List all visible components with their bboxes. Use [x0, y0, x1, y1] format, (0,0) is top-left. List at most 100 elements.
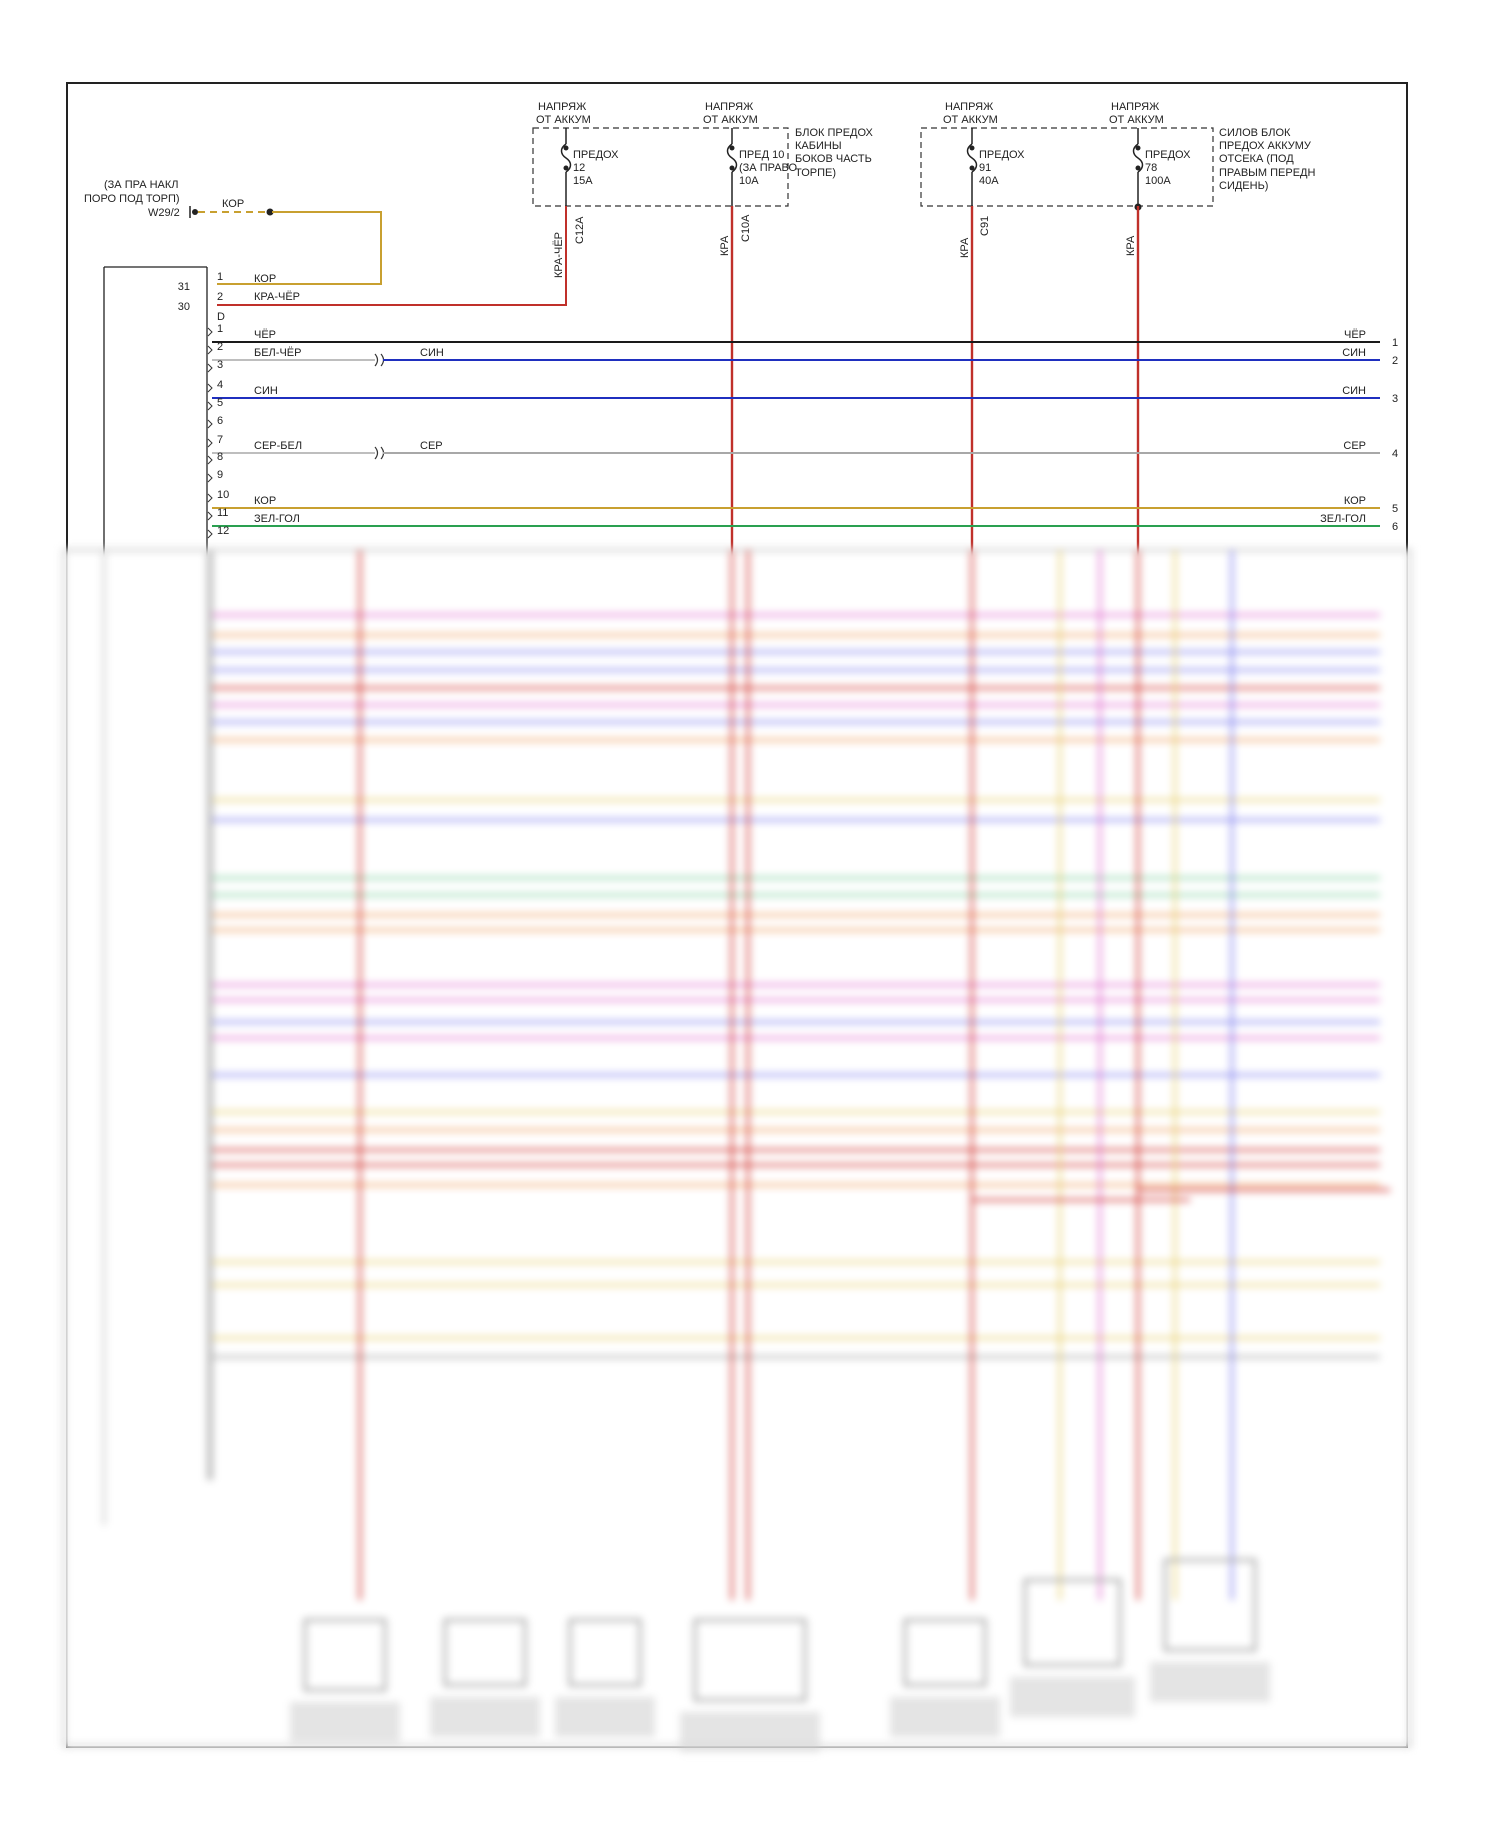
pin-11-right-color: ЗЕЛ-ГОЛ: [1320, 513, 1366, 525]
pin-2-right-color: СИН: [1342, 347, 1366, 359]
blurred-component-label: [290, 1702, 400, 1742]
fuse-10-symbol: [726, 143, 738, 173]
pin-12-terminal: [207, 529, 213, 539]
fuse-12-rating: 15A: [573, 175, 593, 187]
blurred-component-label: [555, 1697, 655, 1737]
pin-4-right-color: СИН: [1342, 385, 1366, 397]
fuse-block-cabin-title-3: БОКОВ ЧАСТЬ: [795, 153, 872, 165]
blurred-component-label: [430, 1697, 540, 1737]
wire-fuse12-feed: [217, 206, 567, 306]
fuse-10-connector: C10A: [740, 214, 752, 242]
pin-7-number: 7: [217, 434, 223, 446]
pin-11-terminal: [207, 511, 213, 521]
fuse-78-supply-2: ОТ АККУМ: [1109, 114, 1164, 126]
top-pin-2-color: КРА-ЧЁР: [254, 291, 300, 303]
pin-6-number: 6: [217, 415, 223, 427]
harness-num-4: 4: [1392, 448, 1398, 460]
inline-connector-pin-2: [374, 353, 385, 367]
pin-12-number: 12: [217, 525, 229, 537]
ext-pin-30: 30: [178, 301, 190, 313]
harness-num-5: 5: [1392, 503, 1398, 515]
fuse-block-cabin-title-2: КАБИНЫ: [795, 140, 842, 152]
fuse-block-cabin-title-1: БЛОК ПРЕДОХ: [795, 127, 874, 139]
fuse-78-number: 78: [1145, 162, 1157, 174]
module-ext-pins: 31 30 1 КОР 2 КРА-ЧЁР D: [178, 271, 300, 323]
harness-num-2: 2: [1392, 355, 1398, 367]
blurred-component-box: [1163, 1558, 1257, 1652]
ground-wire-color: КОР: [222, 198, 244, 210]
ground-location-2: ПОРО ПОД ТОРП): [84, 193, 180, 205]
pin-9-terminal: [207, 473, 213, 483]
fuse-78-symbol: [1132, 143, 1144, 173]
pin-4-number: 4: [217, 379, 223, 391]
blurred-lower-section: [62, 548, 1412, 1752]
top-pin-1: 1: [217, 271, 223, 283]
fuse-78-wire-color: КРА: [1125, 235, 1137, 256]
pin-1-terminal: [207, 327, 213, 337]
fuse-block-power-outline: [920, 127, 1214, 207]
blurred-component-label: [1010, 1677, 1135, 1717]
pin-2-left-color: БЕЛ-ЧЁР: [254, 347, 301, 359]
blurred-component-label: [680, 1712, 820, 1752]
pin-6-terminal: [207, 419, 213, 429]
fuse-block-cabin: БЛОК ПРЕДОХ КАБИНЫ БОКОВ ЧАСТЬ ТОРПЕ) НА…: [532, 101, 874, 278]
top-pin-2: 2: [217, 291, 223, 303]
fuse-block-power-title-2: ПРЕДОХ АККУМУ: [1219, 140, 1312, 152]
pin-4-left-color: СИН: [254, 385, 278, 397]
blurred-component-box: [1023, 1578, 1122, 1667]
pin-2-terminal: [207, 345, 213, 355]
fuse-block-power-title-4: ПРАВЫМ ПЕРЕДН: [1219, 167, 1316, 179]
ext-pin-31: 31: [178, 281, 190, 293]
pin-10-terminal: [207, 493, 213, 503]
blurred-component-box: [903, 1618, 987, 1687]
ground-point: (ЗА ПРА НАКЛ ПОРО ПОД ТОРП) W29/2 КОР: [84, 179, 382, 285]
blurred-component-label: [1150, 1662, 1270, 1702]
ground-location-1: (ЗА ПРА НАКЛ: [104, 179, 179, 191]
connector-d-label: D: [217, 311, 225, 323]
fuse-10-rating: 10A: [739, 175, 759, 187]
pin-3-number: 3: [217, 359, 223, 371]
blurred-component-box: [443, 1618, 527, 1687]
ground-wire: [217, 211, 382, 285]
fuse-12-supply-2: ОТ АККУМ: [536, 114, 591, 126]
fuse-78-name: ПРЕДОХ: [1145, 149, 1191, 161]
harness-num-6: 6: [1392, 521, 1398, 533]
pin-1-number: 1: [217, 323, 223, 335]
pin-3-terminal: [207, 363, 213, 373]
pin-9-number: 9: [217, 469, 223, 481]
pin-8-number: 8: [217, 451, 223, 463]
fuse-10-supply-1: НАПРЯЖ: [705, 101, 753, 113]
pin-8-terminal: [207, 455, 213, 465]
inline-connector-pin-7: [374, 446, 385, 460]
fuse-block-power-title-3: ОТСЕКА (ПОД: [1219, 153, 1294, 165]
pin-11-left-color: ЗЕЛ-ГОЛ: [254, 513, 300, 525]
pin-10-number: 10: [217, 489, 229, 501]
pin-4-terminal: [207, 383, 213, 393]
pin-5-terminal: [207, 401, 213, 411]
fuse-91-connector: C91: [979, 216, 991, 236]
harness-num-1: 1: [1392, 337, 1398, 349]
fuse-12-supply-1: НАПРЯЖ: [538, 101, 586, 113]
blurred-component-box: [693, 1618, 807, 1702]
fuse-12-number: 12: [573, 162, 585, 174]
fuse-91-wire-color: КРА: [959, 237, 971, 258]
fuse-block-power-title-5: СИДЕНЬ): [1219, 180, 1268, 192]
fuse-block-cabin-title-4: ТОРПЕ): [795, 167, 836, 179]
fuse-91-rating: 40A: [979, 175, 999, 187]
fuse-block-cabin-outline: [532, 127, 789, 207]
fuse-91-number: 91: [979, 162, 991, 174]
fuse-10-supply-2: ОТ АККУМ: [703, 114, 758, 126]
pin-10-left-color: КОР: [254, 495, 276, 507]
harness-num-3: 3: [1392, 393, 1398, 405]
fuse-78-supply-1: НАПРЯЖ: [1111, 101, 1159, 113]
fuse-block-power-title-1: СИЛОВ БЛОК: [1219, 127, 1291, 139]
blurred-component-box: [303, 1618, 387, 1692]
pin-1-left-color: ЧЁР: [254, 329, 276, 341]
pin-2-mid-color: СИН: [420, 347, 444, 359]
fuse-91-name: ПРЕДОХ: [979, 149, 1025, 161]
pin-5-number: 5: [217, 397, 223, 409]
fuse-91-symbol: [966, 143, 978, 173]
fuse-block-power: СИЛОВ БЛОК ПРЕДОХ АККУМУ ОТСЕКА (ПОД ПРА…: [920, 101, 1316, 258]
